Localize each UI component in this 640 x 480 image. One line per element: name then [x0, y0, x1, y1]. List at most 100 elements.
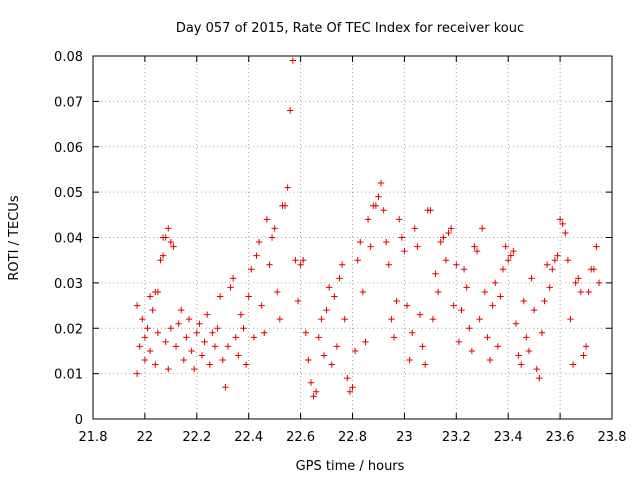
data-point: [385, 261, 393, 268]
data-point: [175, 320, 182, 327]
y-tick-label: 0.05: [54, 186, 83, 201]
data-point: [344, 374, 351, 382]
data-point: [289, 57, 297, 64]
data-point: [222, 384, 229, 391]
data-point: [507, 252, 514, 259]
x-tick-label: 22: [137, 430, 154, 445]
data-point: [543, 261, 551, 268]
data-point: [165, 225, 172, 232]
data-point: [528, 275, 535, 282]
data-point: [310, 393, 317, 400]
data-point: [530, 306, 538, 314]
data-point: [481, 288, 489, 296]
data-point: [595, 279, 603, 287]
data-point: [562, 229, 569, 237]
data-point: [429, 315, 437, 323]
x-tick-label: 23.2: [442, 430, 471, 445]
data-point: [466, 325, 473, 332]
data-point: [476, 315, 483, 323]
data-point: [533, 365, 540, 373]
data-point: [198, 352, 206, 359]
data-point: [401, 247, 408, 255]
grid-lines: [93, 56, 612, 419]
data-point: [551, 256, 559, 264]
data-point: [338, 261, 346, 268]
data-point: [294, 297, 302, 305]
data-point: [312, 388, 320, 395]
data-point: [408, 329, 416, 336]
data-point: [268, 234, 276, 241]
data-point: [235, 352, 242, 359]
data-point: [590, 266, 598, 273]
data-point: [162, 234, 169, 241]
data-point: [489, 302, 496, 309]
data-point: [167, 238, 175, 246]
data-point: [393, 297, 400, 305]
data-point: [149, 306, 156, 314]
data-point: [411, 225, 418, 232]
data-point: [364, 216, 372, 223]
data-point: [517, 361, 525, 368]
y-tick-label: 0.08: [54, 50, 83, 65]
data-point: [572, 279, 579, 287]
data-point: [178, 306, 185, 314]
data-point: [237, 311, 245, 318]
data-point: [144, 325, 151, 332]
data-point: [549, 266, 556, 273]
data-point: [323, 306, 330, 314]
data-point: [315, 334, 322, 341]
data-point: [450, 302, 457, 309]
data-point: [271, 225, 278, 232]
data-point: [185, 315, 193, 323]
data-point: [523, 334, 530, 341]
data-point: [372, 202, 380, 209]
data-point: [346, 388, 354, 395]
data-point: [229, 275, 237, 282]
data-point: [445, 229, 452, 237]
data-point: [440, 234, 447, 241]
data-point: [499, 266, 507, 273]
data-point: [541, 297, 548, 305]
data-point: [170, 243, 177, 250]
data-point: [266, 261, 273, 268]
data-point: [133, 370, 141, 377]
x-axis-label: GPS time / hours: [296, 459, 405, 474]
data-point: [538, 329, 546, 336]
data-point: [398, 234, 406, 241]
data-point: [336, 275, 343, 282]
data-point: [354, 256, 361, 264]
data-point: [463, 284, 470, 291]
data-point: [248, 266, 255, 273]
data-point: [261, 329, 268, 336]
data-point: [250, 334, 258, 341]
data-point: [390, 334, 398, 341]
data-point: [447, 225, 455, 232]
data-point: [388, 315, 395, 323]
x-axis-ticks: 21.8 22 22.2 22.4 22.6 22.8 23 23.2 23.4 23.6 23.8: [79, 56, 626, 445]
data-point: [159, 252, 167, 259]
data-point: [206, 361, 213, 368]
x-tick-label: 22.8: [338, 430, 367, 445]
data-point: [302, 329, 309, 336]
data-point: [325, 284, 333, 291]
data-point: [209, 329, 216, 336]
data-point: [274, 288, 281, 296]
data-point: [362, 338, 369, 346]
data-point: [564, 256, 572, 264]
data-point: [305, 356, 312, 364]
data-point: [297, 261, 304, 268]
data-point: [203, 311, 211, 318]
data-point: [375, 193, 382, 200]
data-point: [276, 315, 284, 323]
data-point: [419, 343, 426, 350]
data-point: [458, 306, 465, 314]
data-point: [242, 361, 250, 368]
data-point: [520, 297, 527, 305]
data-point: [263, 216, 271, 223]
data-point: [479, 225, 486, 232]
data-point: [569, 361, 577, 368]
data-point: [201, 338, 208, 346]
data-point: [349, 384, 356, 391]
data-point: [133, 302, 141, 309]
